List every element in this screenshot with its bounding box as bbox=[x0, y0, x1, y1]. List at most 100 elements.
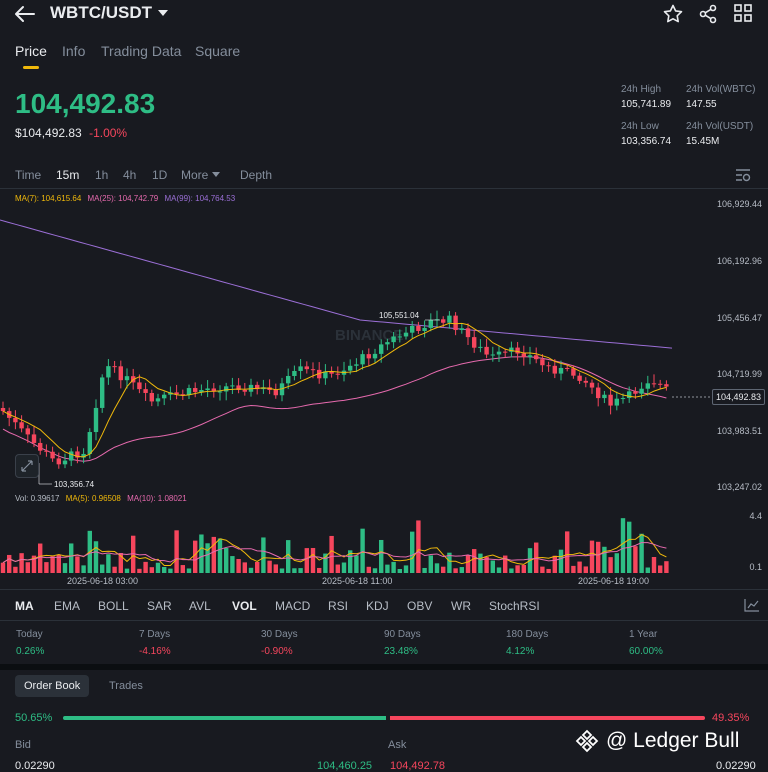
candle-body bbox=[534, 355, 539, 360]
price-change: -1.00% bbox=[89, 126, 128, 140]
candle-body bbox=[360, 354, 365, 365]
volume-bar bbox=[112, 566, 117, 573]
candle-body bbox=[174, 392, 179, 395]
candle-body bbox=[416, 325, 421, 331]
volume-bar bbox=[62, 563, 68, 573]
candle-body bbox=[317, 369, 322, 379]
candle-body bbox=[496, 351, 502, 355]
indicator-stochrsi[interactable]: StochRSI bbox=[489, 599, 540, 613]
tab-trades[interactable]: Trades bbox=[109, 680, 143, 692]
volume-bar bbox=[465, 555, 471, 573]
tab-order-book[interactable]: Order Book bbox=[15, 675, 90, 697]
volume-bar bbox=[261, 537, 266, 573]
divider bbox=[0, 620, 768, 621]
expand-icon[interactable] bbox=[15, 454, 39, 478]
volume-bar bbox=[341, 562, 347, 573]
indicator-wr[interactable]: WR bbox=[451, 599, 471, 613]
chart-settings-icon[interactable] bbox=[734, 167, 752, 183]
candle-body bbox=[397, 336, 402, 338]
indicator-ema[interactable]: EMA bbox=[54, 599, 81, 613]
volume-bar bbox=[441, 566, 446, 573]
low-value: 103,356.74 bbox=[621, 136, 672, 147]
candle-body bbox=[106, 366, 111, 378]
ask-price: 104,492.78 bbox=[390, 760, 446, 772]
tab-price[interactable]: Price bbox=[15, 43, 47, 59]
tab-trading-data[interactable]: Trading Data bbox=[101, 43, 182, 59]
back-arrow-icon[interactable] bbox=[14, 5, 36, 23]
volume-bar bbox=[248, 567, 254, 573]
candle-body bbox=[527, 355, 533, 358]
candle-body bbox=[69, 451, 74, 461]
candle-body bbox=[428, 320, 433, 328]
indicator-rsi[interactable]: RSI bbox=[328, 599, 349, 613]
candle-body bbox=[50, 451, 55, 459]
indicator-sar[interactable]: SAR bbox=[147, 599, 172, 613]
candle-body bbox=[31, 434, 37, 443]
volume-bar bbox=[56, 554, 61, 573]
indicator-macd[interactable]: MACD bbox=[275, 599, 311, 613]
volume-bar bbox=[180, 565, 185, 573]
vol-base-label: 24h Vol(WBTC) bbox=[686, 84, 756, 95]
indicator-vol[interactable]: VOL bbox=[232, 599, 257, 613]
candle-body bbox=[224, 386, 229, 392]
candle-body bbox=[81, 453, 86, 458]
share-icon[interactable] bbox=[698, 4, 718, 24]
indicator-avl[interactable]: AVL bbox=[189, 599, 211, 613]
tf-more[interactable]: More bbox=[181, 168, 221, 182]
indicator-boll[interactable]: BOLL bbox=[98, 599, 129, 613]
volume-legend: Vol: 0.39617 MA(5): 0.96508 MA(10): 1.08… bbox=[15, 494, 187, 503]
price-axis-tick: 103,983.51 bbox=[716, 426, 762, 436]
bid-label: Bid bbox=[15, 739, 31, 751]
tab-info[interactable]: Info bbox=[62, 43, 86, 59]
tab-square[interactable]: Square bbox=[195, 43, 241, 59]
candle-body bbox=[186, 388, 192, 395]
candle-body bbox=[236, 385, 241, 390]
indicator-kdj[interactable]: KDJ bbox=[366, 599, 389, 613]
tf-15m[interactable]: 15m bbox=[56, 168, 80, 182]
tf-1d[interactable]: 1D bbox=[152, 168, 168, 182]
vol-ma10-series bbox=[2, 542, 667, 564]
tf-4h[interactable]: 4h bbox=[123, 168, 137, 182]
candle-body bbox=[453, 315, 458, 331]
tf-depth[interactable]: Depth bbox=[240, 168, 273, 182]
indicator-obv[interactable]: OBV bbox=[407, 599, 433, 613]
volume-bar bbox=[31, 555, 37, 573]
volume-bar bbox=[124, 568, 130, 573]
candle-body bbox=[255, 384, 260, 390]
bid-ratio-fill bbox=[63, 716, 387, 720]
star-icon[interactable] bbox=[663, 4, 683, 24]
candle-body bbox=[596, 387, 601, 399]
volume-bar bbox=[391, 561, 396, 573]
indicator-settings-icon[interactable] bbox=[744, 598, 760, 612]
perf-value-1y: 60.00% bbox=[629, 646, 663, 657]
perf-label-90d: 90 Days bbox=[384, 629, 421, 640]
volume-bar bbox=[614, 553, 619, 573]
candlestick-chart[interactable]: BINANCE bbox=[0, 180, 768, 580]
candle-body bbox=[410, 325, 415, 333]
candle-body bbox=[75, 451, 80, 458]
candle-body bbox=[546, 365, 551, 367]
candle-body bbox=[465, 328, 471, 338]
perf-value-180d: 4.12% bbox=[506, 646, 535, 657]
ask-quantity: 0.02290 bbox=[716, 760, 756, 772]
time-axis-tick: 2025-06-18 11:00 bbox=[322, 576, 393, 586]
tf-1h[interactable]: 1h bbox=[95, 168, 109, 182]
volume-bar bbox=[472, 549, 477, 573]
indicator-ma[interactable]: MA bbox=[15, 599, 34, 613]
volume-bar bbox=[168, 568, 173, 573]
volume-bar bbox=[50, 556, 55, 573]
volume-bars bbox=[0, 518, 669, 573]
perf-label-today: Today bbox=[16, 629, 43, 640]
candle-body bbox=[602, 394, 607, 399]
time-axis-tick: 2025-06-18 19:00 bbox=[578, 576, 650, 586]
candle-body bbox=[230, 385, 235, 387]
candle-body bbox=[38, 442, 43, 451]
volume-bar bbox=[490, 560, 495, 573]
volume-bar bbox=[639, 533, 644, 573]
tf-time[interactable]: Time bbox=[15, 168, 42, 182]
candle-body bbox=[478, 346, 483, 348]
candle-body bbox=[422, 327, 427, 331]
candle-body bbox=[323, 371, 328, 379]
grid-menu-icon[interactable] bbox=[734, 4, 752, 22]
pair-selector[interactable]: WBTC/USDT bbox=[50, 3, 168, 23]
